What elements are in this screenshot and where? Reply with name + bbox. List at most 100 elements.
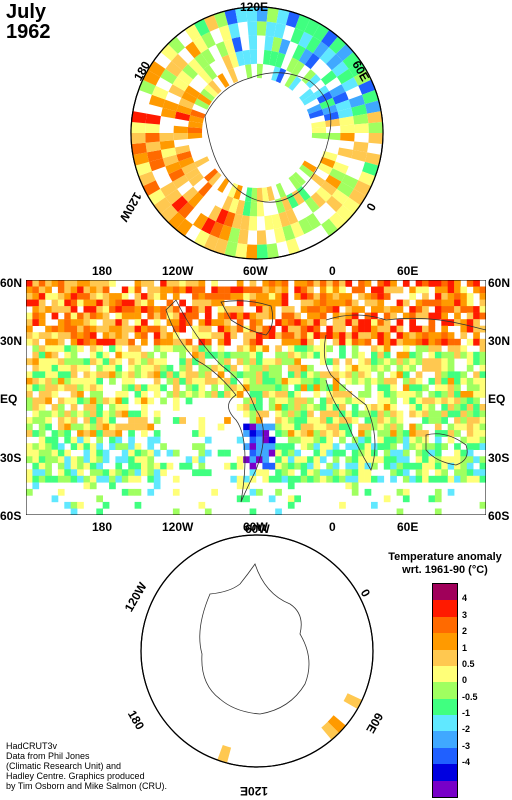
title-year: 1962 [6, 21, 51, 43]
anomaly-cell [38, 417, 46, 424]
anomaly-cell [396, 423, 404, 431]
anomaly-cell [332, 306, 340, 313]
anomaly-cell [256, 364, 263, 372]
anomaly-cell [409, 384, 416, 392]
anomaly-cell [319, 469, 327, 477]
anomaly-cell [307, 410, 314, 418]
legend-label: -2 [462, 724, 471, 735]
anomaly-cell [319, 319, 327, 326]
anomaly-cell [377, 423, 385, 431]
anomaly-cell [134, 462, 142, 470]
anomaly-cell [358, 371, 365, 379]
world-bottom-lon-120w: 120W [162, 520, 194, 534]
anomaly-cell [89, 345, 97, 353]
anomaly-cell [181, 162, 198, 175]
anomaly-cell [300, 299, 308, 307]
anomaly-cell [466, 456, 474, 464]
anomaly-cell [479, 351, 486, 359]
anomaly-cell [434, 299, 442, 307]
anomaly-cell [311, 133, 327, 139]
anomaly-cell [228, 198, 240, 214]
legend-label: 0.5 [462, 658, 475, 669]
anomaly-cell [473, 338, 480, 346]
anomaly-cell [351, 449, 359, 457]
anomaly-cell [109, 417, 116, 424]
anomaly-cell [460, 475, 468, 483]
anomaly-cell [83, 306, 91, 313]
anomaly-cell [198, 181, 213, 197]
anomaly-cell [192, 312, 199, 320]
anomaly-cell [217, 345, 225, 353]
anomaly-cell [96, 430, 103, 437]
anomaly-cell [83, 430, 91, 437]
anomaly-cell [479, 436, 486, 444]
anomaly-cell [203, 234, 219, 252]
anomaly-cell [466, 306, 474, 313]
anomaly-cell [256, 377, 263, 385]
anomaly-cell [409, 332, 416, 339]
anomaly-cell [454, 475, 461, 483]
anomaly-cell [198, 306, 206, 313]
anomaly-cell [340, 124, 355, 133]
anomaly-cell [473, 443, 480, 450]
anomaly-cell [141, 338, 148, 346]
anomaly-cell [83, 417, 91, 424]
anomaly-cell [134, 306, 142, 313]
anomaly-cell [32, 417, 40, 424]
anomaly-cell [204, 325, 212, 333]
anomaly-cell [153, 469, 161, 477]
anomaly-cell [396, 469, 404, 477]
anomaly-cell [345, 430, 353, 437]
anomaly-cell [121, 469, 129, 477]
anomaly-cell [266, 7, 279, 23]
anomaly-cell [166, 286, 174, 294]
anomaly-cell [275, 443, 282, 450]
anomaly-cell [96, 404, 103, 411]
anomaly-cell [89, 469, 97, 477]
anomaly-cell [402, 475, 410, 483]
anomaly-cell [326, 423, 333, 431]
anomaly-cell [365, 100, 382, 114]
anomaly-cell [479, 293, 486, 300]
anomaly-cell [371, 501, 378, 509]
anomaly-cell [153, 332, 161, 339]
anomaly-cell [96, 449, 103, 457]
world-anomaly-cells [26, 280, 486, 515]
anomaly-cell [473, 410, 480, 418]
anomaly-cell [102, 397, 110, 405]
anomaly-cell [287, 364, 295, 372]
anomaly-cell [306, 103, 322, 115]
anomaly-cell [339, 436, 346, 444]
anomaly-cell [121, 456, 129, 464]
anomaly-cell [281, 462, 289, 470]
anomaly-cell [70, 391, 78, 398]
anomaly-cell [96, 508, 103, 515]
anomaly-cell [147, 371, 155, 379]
anomaly-cell [275, 430, 282, 437]
anomaly-cell [138, 171, 156, 187]
anomaly-cell [300, 280, 308, 287]
anomaly-cell [160, 338, 167, 346]
anomaly-cell [281, 332, 289, 339]
anomaly-cell [377, 417, 385, 424]
anomaly-cell [230, 293, 238, 300]
anomaly-cell [45, 410, 52, 418]
anomaly-cell [224, 384, 231, 392]
anomaly-cell [109, 306, 116, 313]
anomaly-cell [319, 449, 327, 457]
anomaly-cell [245, 64, 253, 79]
anomaly-cell [287, 417, 295, 424]
anomaly-cell [51, 391, 59, 398]
anomaly-cell [89, 358, 97, 366]
anomaly-cell [160, 371, 167, 379]
anomaly-cell [64, 501, 71, 509]
anomaly-cell [454, 351, 461, 359]
anomaly-cell [300, 332, 308, 339]
anomaly-cell [173, 125, 189, 133]
anomaly-cell [147, 188, 166, 206]
anomaly-cell [70, 306, 78, 313]
world-top-lon-120w: 120W [162, 264, 194, 278]
anomaly-cell [109, 371, 116, 379]
anomaly-cell [460, 377, 468, 385]
anomaly-cell [287, 482, 295, 490]
